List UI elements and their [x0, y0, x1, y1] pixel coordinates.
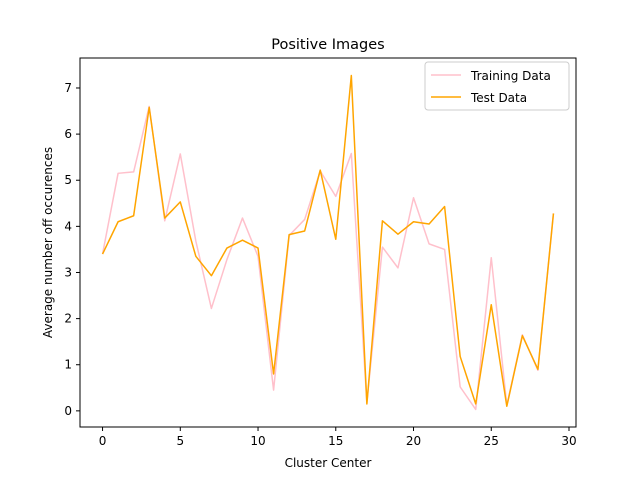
chart-title: Positive Images [271, 37, 384, 53]
x-axis-ticks: 0 5 10 15 20 25 30 [99, 427, 577, 448]
y-tick-label: 7 [64, 81, 72, 95]
x-axis-label: Cluster Center [285, 456, 372, 470]
x-tick-label: 25 [484, 434, 499, 448]
legend-label-test-data: Test Data [470, 91, 527, 105]
plot-frame [79, 57, 577, 428]
x-tick-label: 10 [250, 434, 265, 448]
y-tick-label: 0 [64, 404, 72, 418]
plot-lines [101, 74, 555, 411]
x-tick-label: 15 [328, 434, 343, 448]
x-tick-label: 30 [561, 434, 576, 448]
y-tick-label: 1 [64, 358, 72, 372]
y-tick-label: 6 [64, 127, 72, 141]
y-tick-label: 3 [64, 265, 72, 279]
series-line-test-data [101, 74, 555, 407]
y-tick-label: 4 [64, 219, 72, 233]
y-axis-label: Average number off occurences [41, 147, 55, 338]
y-axis-ticks: 0 1 2 3 4 5 6 7 [64, 81, 80, 418]
legend: Training Data Test Data [424, 61, 570, 111]
x-tick-label: 5 [176, 434, 184, 448]
legend-box [424, 61, 570, 111]
legend-label-training-data: Training Data [470, 69, 551, 83]
x-tick-label: 0 [99, 434, 107, 448]
y-tick-label: 2 [64, 312, 72, 326]
x-tick-label: 20 [406, 434, 421, 448]
y-tick-label: 5 [64, 173, 72, 187]
